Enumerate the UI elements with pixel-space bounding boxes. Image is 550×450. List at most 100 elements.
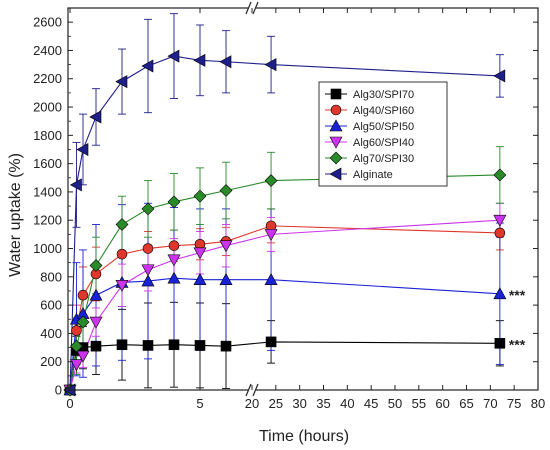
y-tick-label: 600 — [40, 298, 62, 313]
data-point-alg30-spi70 — [494, 338, 506, 349]
x-tick-label: 65 — [459, 396, 473, 411]
x-tick-label: 80 — [531, 396, 545, 411]
x-tick-label: 55 — [412, 396, 426, 411]
series-markers-layer — [63, 49, 507, 397]
data-point-alg30-spi70 — [194, 340, 206, 351]
legend-label-alg40-spi60: Alg40/SPI60 — [353, 105, 414, 117]
y-tick-label: 400 — [40, 326, 62, 341]
data-point-alg60-spi40 — [89, 316, 103, 329]
x-tick-label: 20 — [245, 396, 259, 411]
data-point-alginate — [141, 59, 154, 73]
data-point-alg40-spi60 — [494, 227, 506, 239]
annotations-layer: *** *** — [509, 287, 526, 353]
error-bars-layer — [72, 13, 504, 390]
data-point-alg40-spi60 — [116, 248, 128, 260]
data-point-alg40-spi60 — [71, 325, 82, 336]
y-tick-label: 2400 — [33, 43, 62, 58]
data-point-alg70-spi30 — [193, 189, 207, 203]
y-tick-label: 2200 — [33, 71, 62, 86]
data-point-alg50-spi50 — [167, 271, 181, 284]
data-point-alg50-spi50 — [193, 273, 207, 285]
data-point-alg60-spi40 — [493, 214, 507, 227]
x-tick-label: 75 — [507, 396, 521, 411]
y-tick-label: 2000 — [33, 100, 62, 115]
data-point-alg70-spi30 — [167, 195, 181, 209]
legend-marker-alg60-spi40 — [329, 136, 343, 149]
significance-annotation: *** — [509, 287, 526, 303]
series-line-alg40-spi60 — [69, 225, 500, 391]
x-tick-label: 25 — [269, 396, 283, 411]
legend-label-alg50-spi50: Alg50/SPI50 — [353, 121, 414, 133]
data-point-alg40-spi60 — [142, 243, 154, 254]
data-point-alg30-spi70 — [220, 340, 232, 352]
y-tick-label: 2600 — [33, 15, 62, 30]
x-tick-label: 0 — [66, 396, 73, 411]
data-point-alg50-spi50 — [264, 273, 278, 285]
x-tick-label: 60 — [435, 396, 449, 411]
data-point-alginate — [167, 49, 180, 63]
data-point-alg70-spi30 — [141, 202, 155, 216]
y-axis-title: Water uptake (%) — [7, 153, 24, 277]
axis-break-top-slash-left — [245, 1, 252, 15]
data-point-alg30-spi70 — [168, 339, 180, 351]
data-point-alg70-spi30 — [115, 218, 129, 231]
data-point-alg70-spi30 — [264, 174, 278, 188]
series-line-alg70-spi30 — [69, 174, 500, 391]
data-point-alg60-spi40 — [193, 247, 207, 260]
data-point-alg70-spi30 — [219, 184, 233, 197]
x-axis-title: Time (hours) — [259, 428, 349, 445]
x-tick-label: 35 — [316, 396, 330, 411]
data-point-alg30-spi70 — [116, 339, 128, 351]
data-point-alg30-spi70 — [265, 336, 277, 348]
data-point-alginate — [493, 69, 506, 83]
axes-layer — [67, 1, 539, 397]
legend-label-alg60-spi40: Alg60/SPI40 — [353, 137, 414, 149]
data-point-alg60-spi40 — [115, 280, 129, 292]
data-point-alg60-spi40 — [76, 350, 90, 363]
data-point-alg60-spi40 — [69, 359, 84, 372]
data-point-alg40-spi60 — [77, 289, 89, 301]
data-point-alginate — [193, 53, 206, 67]
data-point-alginate — [264, 58, 277, 72]
y-tick-label: 1200 — [33, 213, 62, 228]
series-line-alg30-spi70 — [69, 341, 500, 391]
x-tick-label: 40 — [340, 396, 354, 411]
x-tick-label: 5 — [196, 396, 203, 411]
data-point-alg50-spi50 — [89, 288, 103, 301]
y-tick-label: 200 — [40, 354, 62, 369]
y-tick-label: 1000 — [33, 241, 62, 256]
x-tick-label: 45 — [364, 396, 378, 411]
plot-frame — [67, 7, 539, 391]
data-point-alg70-spi30 — [70, 339, 83, 353]
legend-marker-alg40-spi60 — [330, 104, 342, 116]
y-tick-label: 1600 — [33, 156, 62, 171]
legend-label-alginate: Alginate — [353, 169, 393, 181]
data-point-alg30-spi70 — [142, 340, 154, 351]
y-tick-label: 1800 — [33, 128, 62, 143]
data-point-alg50-spi50 — [219, 273, 233, 285]
data-point-alginate — [69, 178, 82, 192]
legend-marker-alg70-spi30 — [329, 151, 343, 165]
axis-break-top-slash-right — [252, 1, 259, 15]
series-line-alg60-spi40 — [69, 219, 500, 391]
data-point-alg70-spi30 — [76, 315, 90, 329]
legend-marker-alg30-spi70 — [330, 88, 342, 100]
legend-marker-alg50-spi50 — [329, 119, 343, 132]
significance-annotation: *** — [509, 336, 526, 352]
legend-label-alg30-spi70: Alg30/SPI70 — [353, 89, 414, 101]
x-tick-label: 30 — [292, 396, 306, 411]
axis-break-bottom-slash-left — [245, 383, 252, 397]
x-tick-label: 70 — [483, 396, 497, 411]
data-point-alg60-spi40 — [219, 240, 233, 253]
data-point-alginate — [76, 142, 89, 156]
x-tick-label: 50 — [388, 396, 402, 411]
y-tick-label: 1400 — [33, 184, 62, 199]
data-point-alg30-spi70 — [90, 340, 102, 352]
data-point-alg60-spi40 — [264, 229, 278, 241]
data-point-alg60-spi40 — [167, 254, 181, 267]
data-point-alginate — [89, 110, 102, 124]
data-point-alginate — [219, 55, 232, 69]
data-point-alginate — [115, 75, 128, 89]
axis-break-bottom-slash-right — [252, 383, 259, 397]
series-line-alg50-spi50 — [69, 277, 500, 391]
